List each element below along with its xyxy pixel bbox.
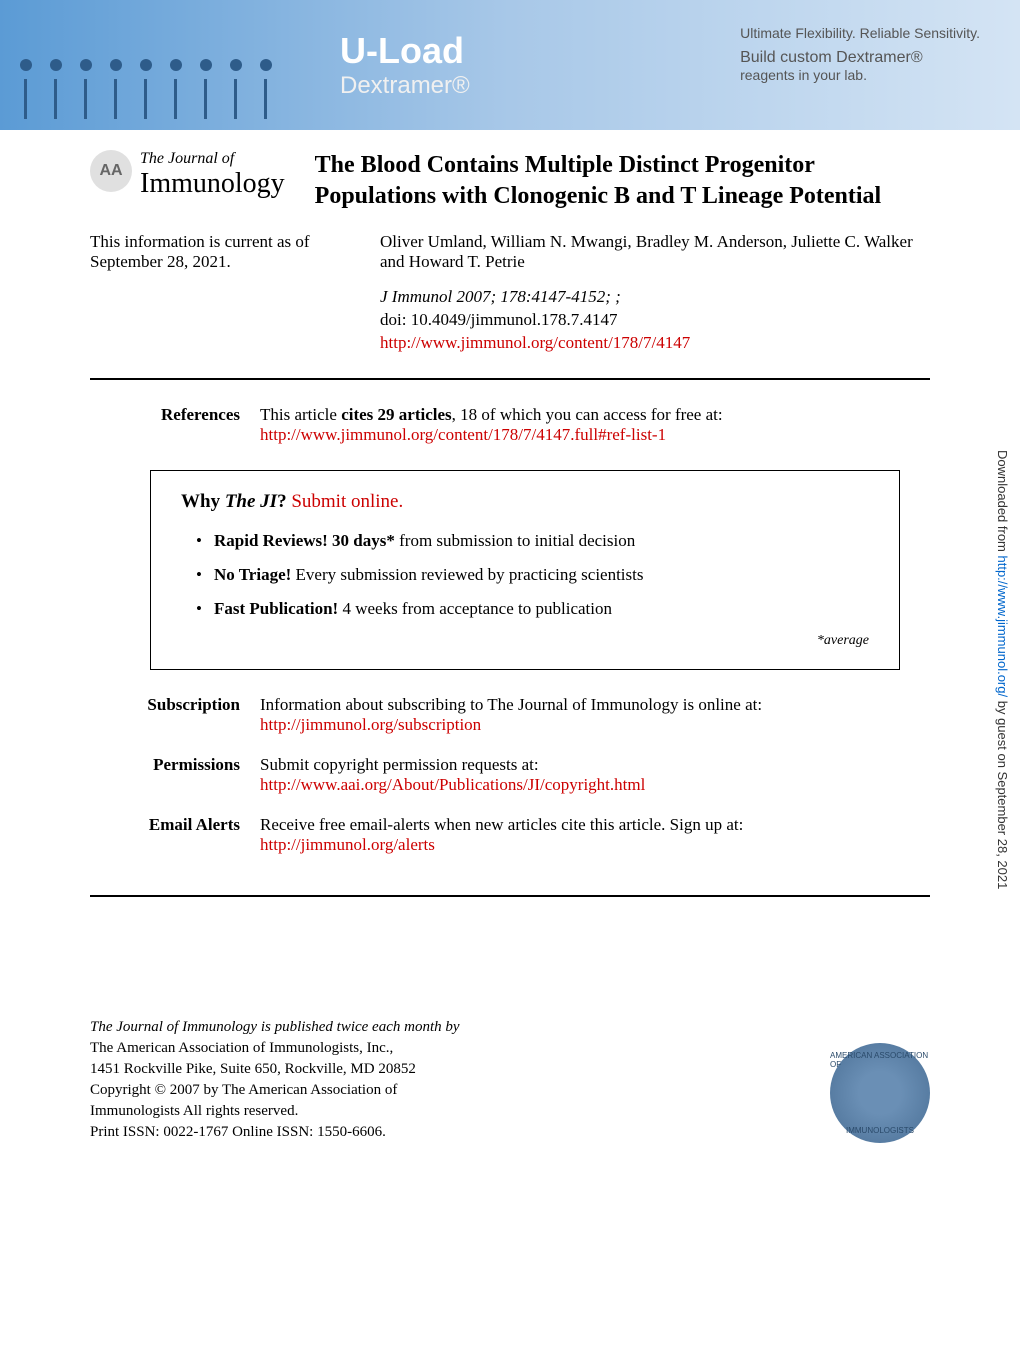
logo-text-top: AMERICAN ASSOCIATION OF: [830, 1051, 930, 1069]
banner-brand: Build custom Dextramer®: [740, 49, 980, 67]
subscription-link[interactable]: http://jimmunol.org/subscription: [260, 715, 481, 734]
footer-line: Print ISSN: 0022-1767 Online ISSN: 1550-…: [90, 1124, 386, 1140]
journal-name: The Journal of Immunology: [140, 150, 285, 200]
subscription-content: Information about subscribing to The Jou…: [260, 695, 930, 735]
why-title-bold: Why: [181, 491, 225, 512]
why-item-rest: from submission to initial decision: [395, 531, 635, 550]
subscription-text: Information about subscribing to The Jou…: [260, 695, 762, 714]
ad-banner[interactable]: U-Load Dextramer® Ultimate Flexibility. …: [0, 0, 1020, 130]
side-prefix: Downloaded from: [995, 450, 1010, 556]
doi: doi: 10.4049/jimmunol.178.7.4147: [380, 310, 930, 330]
ref-suffix: , 18 of which you can access for free at…: [452, 405, 723, 424]
subscription-section: Subscription Information about subscribi…: [90, 695, 930, 735]
why-title: Why The JI? Submit online.: [181, 491, 869, 513]
why-item-rest: Every submission reviewed by practicing …: [291, 565, 643, 584]
aai-logo: AMERICAN ASSOCIATION OF IMMUNOLOGISTS: [830, 1043, 930, 1143]
average-note: *average: [181, 633, 869, 649]
info-sections: Subscription Information about subscribi…: [90, 695, 930, 855]
journal-name-top: The Journal of: [140, 150, 285, 168]
references-url-link[interactable]: http://www.jimmunol.org/content/178/7/41…: [260, 425, 666, 444]
footer-text: The Journal of Immunology is published t…: [90, 1017, 460, 1143]
permissions-link[interactable]: http://www.aai.org/About/Publications/JI…: [260, 775, 645, 794]
banner-subtitle: Dextramer®: [340, 72, 470, 100]
ref-prefix: This article: [260, 405, 341, 424]
email-alerts-content: Receive free email-alerts when new artic…: [260, 815, 930, 855]
banner-tagline-area: Ultimate Flexibility. Reliable Sensitivi…: [740, 25, 980, 83]
email-alerts-section: Email Alerts Receive free email-alerts w…: [90, 815, 930, 855]
banner-title: U-Load: [340, 30, 470, 72]
logo-text-bottom: IMMUNOLOGISTS: [846, 1126, 914, 1135]
permissions-label: Permissions: [90, 755, 240, 795]
why-item-rapid: Rapid Reviews! 30 days* from submission …: [196, 531, 869, 551]
why-item-bold: Fast Publication!: [214, 599, 338, 618]
permissions-content: Submit copyright permission requests at:…: [260, 755, 930, 795]
permissions-text: Submit copyright permission requests at:: [260, 755, 539, 774]
footer-line: 1451 Rockville Pike, Suite 650, Rockvill…: [90, 1061, 416, 1077]
header-row: AA The Journal of Immunology The Blood C…: [90, 150, 930, 212]
ref-bold: cites 29 articles: [341, 405, 451, 424]
journal-name-bottom: Immunology: [140, 168, 285, 200]
authors: Oliver Umland, William N. Mwangi, Bradle…: [380, 232, 930, 272]
side-link[interactable]: http://www.jimmunol.org/: [995, 556, 1010, 698]
references-label: References: [90, 405, 240, 445]
logo-badge: AA: [90, 150, 132, 192]
footer-line: Copyright © 2007 by The American Associa…: [90, 1082, 397, 1098]
download-watermark: Downloaded from http://www.jimmunol.org/…: [995, 450, 1010, 889]
banner-brand-sub: reagents in your lab.: [740, 67, 980, 83]
article-title: The Blood Contains Multiple Distinct Pro…: [315, 150, 930, 212]
why-ji-box: Why The JI? Submit online. Rapid Reviews…: [150, 470, 900, 670]
side-suffix: by guest on September 28, 2021: [995, 697, 1010, 889]
journal-logo: AA The Journal of Immunology: [90, 150, 285, 200]
article-meta: Oliver Umland, William N. Mwangi, Bradle…: [380, 232, 930, 353]
submit-online-link[interactable]: Submit online.: [291, 491, 403, 512]
why-item-bold: No Triage!: [214, 565, 291, 584]
why-item-triage: No Triage! Every submission reviewed by …: [196, 565, 869, 585]
why-title-q: ?: [277, 491, 291, 512]
article-url-link[interactable]: http://www.jimmunol.org/content/178/7/41…: [380, 333, 690, 352]
journal-reference: J Immunol 2007; 178:4147-4152; ;: [380, 287, 930, 307]
references-content: This article cites 29 articles, 18 of wh…: [260, 405, 930, 445]
email-alerts-link[interactable]: http://jimmunol.org/alerts: [260, 835, 435, 854]
footer-divider: [90, 895, 930, 897]
footer-line: The Journal of Immunology is published t…: [90, 1019, 460, 1035]
article-info-row: This information is current as of Septem…: [90, 232, 930, 353]
banner-product: U-Load Dextramer®: [340, 30, 470, 100]
dna-decoration: [20, 0, 272, 130]
current-info: This information is current as of Septem…: [90, 232, 350, 353]
main-content: AA The Journal of Immunology The Blood C…: [0, 130, 1020, 895]
subscription-label: Subscription: [90, 695, 240, 735]
permissions-section: Permissions Submit copyright permission …: [90, 755, 930, 795]
footer: The Journal of Immunology is published t…: [0, 1017, 1020, 1173]
why-item-fast: Fast Publication! 4 weeks from acceptanc…: [196, 599, 869, 619]
email-alerts-text: Receive free email-alerts when new artic…: [260, 815, 743, 834]
footer-line: The American Association of Immunologist…: [90, 1040, 393, 1056]
why-item-bold: Rapid Reviews! 30 days*: [214, 531, 395, 550]
references-section: References This article cites 29 article…: [90, 405, 930, 445]
journal-branding: AA The Journal of Immunology: [90, 150, 285, 212]
banner-tagline: Ultimate Flexibility. Reliable Sensitivi…: [740, 25, 980, 41]
footer-line: Immunologists All rights reserved.: [90, 1103, 298, 1119]
divider-top: [90, 378, 930, 380]
why-list: Rapid Reviews! 30 days* from submission …: [181, 531, 869, 619]
why-title-italic: The JI: [225, 491, 277, 512]
why-item-rest: 4 weeks from acceptance to publication: [338, 599, 612, 618]
email-alerts-label: Email Alerts: [90, 815, 240, 855]
